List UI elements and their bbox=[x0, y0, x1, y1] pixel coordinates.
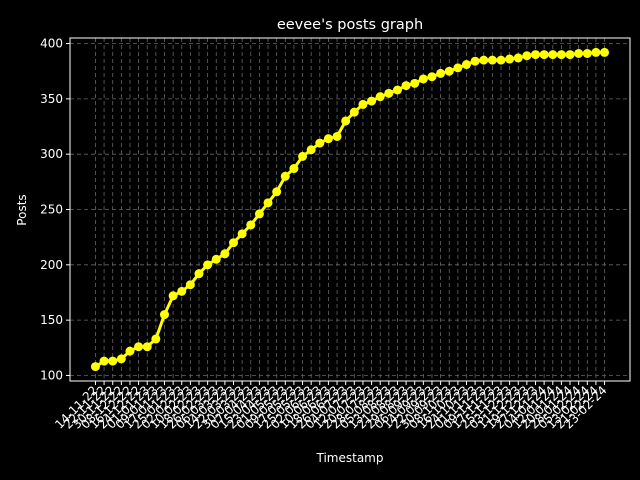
data-point bbox=[194, 269, 204, 279]
data-point bbox=[90, 362, 100, 372]
data-point bbox=[177, 286, 187, 296]
data-point bbox=[280, 171, 290, 181]
data-point bbox=[384, 88, 394, 98]
y-tick-label: 150 bbox=[40, 313, 63, 327]
data-point bbox=[505, 54, 515, 64]
data-point bbox=[410, 78, 420, 88]
data-point bbox=[237, 229, 247, 239]
data-point bbox=[487, 55, 497, 65]
data-point bbox=[392, 85, 402, 95]
y-tick-label: 350 bbox=[40, 92, 63, 106]
data-point bbox=[254, 209, 264, 219]
data-point bbox=[522, 51, 532, 61]
data-point bbox=[116, 354, 126, 364]
data-point bbox=[315, 138, 325, 148]
data-point bbox=[332, 131, 342, 141]
data-point bbox=[289, 164, 299, 174]
data-point bbox=[539, 50, 549, 60]
plot-frame bbox=[69, 37, 631, 382]
data-point bbox=[548, 50, 558, 60]
data-point bbox=[125, 346, 135, 356]
data-point bbox=[168, 291, 178, 301]
data-point bbox=[574, 48, 584, 58]
data-point bbox=[151, 334, 161, 344]
data-point bbox=[418, 74, 428, 84]
data-point bbox=[263, 198, 273, 208]
data-point bbox=[229, 238, 239, 248]
y-tick-label: 300 bbox=[40, 147, 63, 161]
data-point bbox=[453, 63, 463, 73]
data-point bbox=[341, 116, 351, 126]
data-point bbox=[306, 145, 316, 155]
data-point bbox=[134, 342, 144, 352]
data-point bbox=[479, 55, 489, 65]
data-point bbox=[358, 99, 368, 109]
data-point bbox=[461, 60, 471, 70]
data-point bbox=[591, 47, 601, 57]
y-axis-label: Posts bbox=[15, 194, 29, 225]
data-point bbox=[323, 134, 333, 144]
data-point bbox=[375, 92, 385, 102]
data-point bbox=[444, 66, 454, 76]
x-axis-label: Timestamp bbox=[316, 451, 384, 465]
data-point bbox=[349, 107, 359, 117]
data-point bbox=[401, 81, 411, 91]
data-point bbox=[531, 50, 541, 60]
y-tick-label: 400 bbox=[40, 37, 63, 51]
data-point bbox=[565, 50, 575, 60]
data-point bbox=[99, 356, 109, 366]
y-tick-label: 250 bbox=[40, 203, 63, 217]
data-point bbox=[556, 50, 566, 60]
data-point bbox=[246, 220, 256, 230]
data-point bbox=[513, 53, 523, 63]
data-point bbox=[272, 187, 282, 197]
data-point bbox=[142, 342, 152, 352]
data-point bbox=[600, 47, 610, 57]
data-point bbox=[185, 280, 195, 290]
data-point bbox=[367, 96, 377, 106]
data-point bbox=[203, 260, 213, 270]
data-point bbox=[298, 151, 308, 161]
data-point bbox=[108, 356, 118, 366]
data-point bbox=[211, 254, 221, 264]
data-point bbox=[159, 310, 169, 320]
data-point bbox=[470, 56, 480, 66]
data-point bbox=[436, 68, 446, 78]
y-tick-label: 200 bbox=[40, 258, 63, 272]
data-point bbox=[220, 249, 230, 259]
y-tick-label: 100 bbox=[40, 368, 63, 382]
chart-title: eevee's posts graph bbox=[277, 17, 423, 33]
data-point bbox=[496, 55, 506, 65]
data-point bbox=[582, 48, 592, 58]
data-point bbox=[427, 72, 437, 82]
